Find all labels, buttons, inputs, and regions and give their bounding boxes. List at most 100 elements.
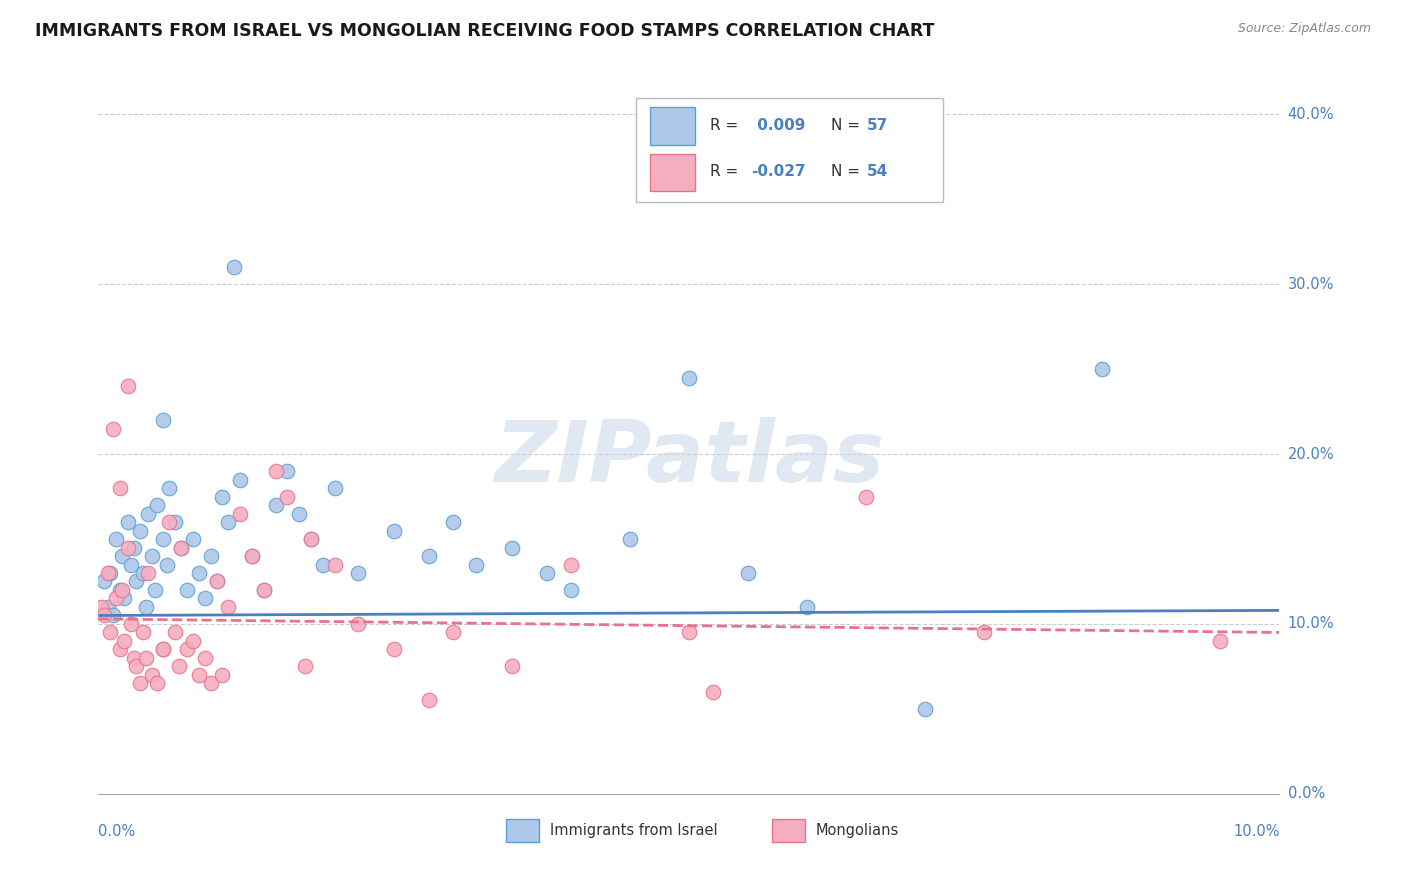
Text: 30.0%: 30.0% (1288, 277, 1334, 292)
Point (264, 464, 287, 478)
Point (560, 558, 582, 572)
Point (253, 582, 276, 597)
Text: R =: R = (710, 164, 744, 179)
Point (152, 642, 174, 657)
Point (229, 507, 252, 521)
Point (101, 608, 124, 623)
Text: 20.0%: 20.0% (1288, 447, 1334, 461)
Point (299, 532, 322, 546)
Point (128, 676, 150, 690)
Point (98, 566, 121, 580)
Point (347, 566, 370, 580)
Point (128, 524, 150, 538)
Text: Mongolians: Mongolians (815, 822, 898, 838)
Point (347, 617, 370, 632)
Point (176, 642, 198, 657)
Point (152, 642, 174, 657)
Point (224, 260, 246, 275)
FancyBboxPatch shape (636, 98, 943, 202)
Text: N =: N = (831, 118, 865, 133)
Point (93, 574, 115, 589)
Text: 54: 54 (868, 164, 889, 179)
Point (323, 558, 346, 572)
Point (122, 651, 145, 665)
Point (181, 634, 204, 648)
Point (382, 642, 405, 657)
Point (146, 676, 169, 690)
Text: 57: 57 (868, 118, 889, 133)
Point (217, 599, 239, 614)
Text: Source: ZipAtlas.com: Source: ZipAtlas.com (1237, 22, 1371, 36)
Point (194, 651, 217, 665)
Bar (772, 819, 804, 842)
Point (152, 413, 174, 427)
Point (229, 473, 252, 487)
Bar (650, 153, 695, 191)
Point (323, 481, 346, 495)
Point (112, 591, 135, 606)
Point (240, 549, 263, 563)
Point (501, 541, 523, 555)
Point (141, 549, 163, 563)
Point (117, 541, 139, 555)
Point (1209, 634, 1232, 648)
Point (294, 659, 316, 673)
Point (108, 582, 131, 597)
Point (211, 668, 233, 682)
Point (441, 625, 464, 640)
Point (211, 490, 233, 504)
Point (312, 558, 335, 572)
Text: N =: N = (831, 164, 865, 179)
Point (441, 515, 464, 529)
Point (170, 541, 193, 555)
Point (176, 582, 198, 597)
Point (465, 558, 488, 572)
Bar (506, 819, 538, 842)
Point (855, 490, 877, 504)
Point (108, 481, 131, 495)
Point (264, 498, 287, 512)
Text: 0.0%: 0.0% (98, 824, 135, 839)
Point (93, 608, 115, 623)
Point (973, 625, 995, 640)
Text: R =: R = (710, 118, 744, 133)
Point (181, 532, 204, 546)
Point (132, 625, 155, 640)
Point (132, 566, 155, 580)
Point (914, 702, 936, 716)
Point (194, 591, 217, 606)
Point (136, 507, 159, 521)
Point (187, 668, 209, 682)
Text: 0.0%: 0.0% (1288, 787, 1324, 801)
Point (418, 549, 440, 563)
Point (276, 464, 298, 478)
Text: 0.009: 0.009 (752, 118, 804, 133)
Point (205, 574, 228, 589)
Point (156, 558, 179, 572)
Text: -0.027: -0.027 (752, 164, 806, 179)
Point (97, 599, 120, 614)
Point (108, 642, 131, 657)
Point (619, 532, 641, 546)
Point (101, 421, 124, 435)
Point (200, 676, 222, 690)
Text: ZIPatlas: ZIPatlas (494, 417, 884, 500)
Text: 10.0%: 10.0% (1288, 616, 1334, 632)
Point (117, 379, 139, 393)
Point (121, 558, 143, 572)
Point (678, 370, 700, 384)
Text: 10.0%: 10.0% (1233, 824, 1279, 839)
Point (135, 651, 157, 665)
Point (112, 634, 135, 648)
Point (1091, 362, 1114, 376)
Point (157, 481, 180, 495)
Point (170, 541, 193, 555)
Point (200, 549, 222, 563)
Point (97, 566, 120, 580)
Point (122, 541, 145, 555)
Bar (650, 107, 695, 145)
Point (167, 659, 190, 673)
Point (240, 549, 263, 563)
Point (276, 490, 298, 504)
Point (187, 566, 209, 580)
